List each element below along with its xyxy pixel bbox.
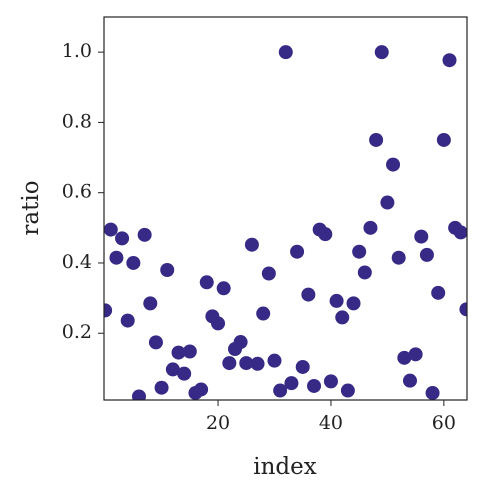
axes-frame bbox=[103, 16, 468, 401]
point bbox=[346, 296, 361, 311]
point bbox=[171, 345, 186, 360]
point bbox=[352, 244, 367, 259]
point bbox=[391, 250, 406, 265]
point bbox=[459, 302, 467, 317]
point bbox=[408, 347, 423, 362]
point bbox=[267, 353, 282, 368]
point bbox=[419, 247, 434, 262]
point bbox=[363, 220, 378, 235]
point bbox=[436, 132, 451, 147]
point bbox=[177, 366, 192, 381]
point bbox=[442, 53, 457, 68]
point bbox=[256, 306, 271, 321]
point bbox=[335, 310, 350, 325]
point bbox=[323, 374, 338, 389]
point bbox=[374, 45, 389, 60]
point bbox=[340, 383, 355, 398]
point bbox=[380, 195, 395, 210]
x-axis-label: index bbox=[253, 454, 317, 480]
point bbox=[290, 244, 305, 259]
y-tick-label: 0.8 bbox=[62, 110, 92, 132]
point bbox=[211, 316, 226, 331]
y-tick-label: 0.6 bbox=[62, 181, 92, 203]
point bbox=[216, 281, 231, 296]
point bbox=[194, 382, 209, 397]
x-tick-label: 20 bbox=[206, 412, 230, 434]
point bbox=[165, 362, 180, 377]
point bbox=[284, 376, 299, 391]
point bbox=[357, 265, 372, 280]
point bbox=[453, 225, 467, 240]
point bbox=[402, 373, 417, 388]
point bbox=[233, 335, 248, 350]
y-axis-label: ratio bbox=[18, 180, 44, 235]
point bbox=[199, 275, 214, 290]
point bbox=[273, 383, 288, 398]
point bbox=[160, 262, 175, 277]
point bbox=[222, 356, 237, 371]
point bbox=[261, 266, 276, 281]
point bbox=[425, 385, 440, 400]
y-tick-label: 0.2 bbox=[62, 321, 92, 343]
point bbox=[109, 250, 124, 265]
point bbox=[104, 222, 118, 237]
point bbox=[137, 227, 152, 242]
point bbox=[386, 157, 401, 172]
point bbox=[307, 378, 322, 393]
x-tick-label: 40 bbox=[319, 412, 343, 434]
point bbox=[104, 303, 113, 318]
point bbox=[278, 45, 293, 60]
point bbox=[397, 350, 412, 365]
y-tick-label: 0.4 bbox=[62, 251, 92, 273]
point bbox=[148, 335, 163, 350]
point bbox=[318, 227, 333, 242]
point bbox=[431, 285, 446, 300]
point bbox=[182, 344, 197, 359]
point bbox=[414, 229, 429, 244]
point bbox=[301, 287, 316, 302]
point bbox=[126, 255, 141, 270]
point bbox=[132, 389, 146, 400]
point bbox=[120, 313, 135, 328]
point bbox=[154, 380, 169, 395]
point bbox=[369, 132, 384, 147]
point bbox=[250, 356, 265, 371]
point bbox=[115, 231, 130, 246]
y-tick-label: 1.0 bbox=[62, 40, 92, 62]
point bbox=[329, 293, 344, 308]
plot-area bbox=[104, 45, 467, 400]
point bbox=[244, 237, 259, 252]
point bbox=[295, 359, 310, 374]
point bbox=[239, 356, 254, 371]
point bbox=[143, 296, 158, 311]
x-tick-label: 60 bbox=[432, 412, 456, 434]
